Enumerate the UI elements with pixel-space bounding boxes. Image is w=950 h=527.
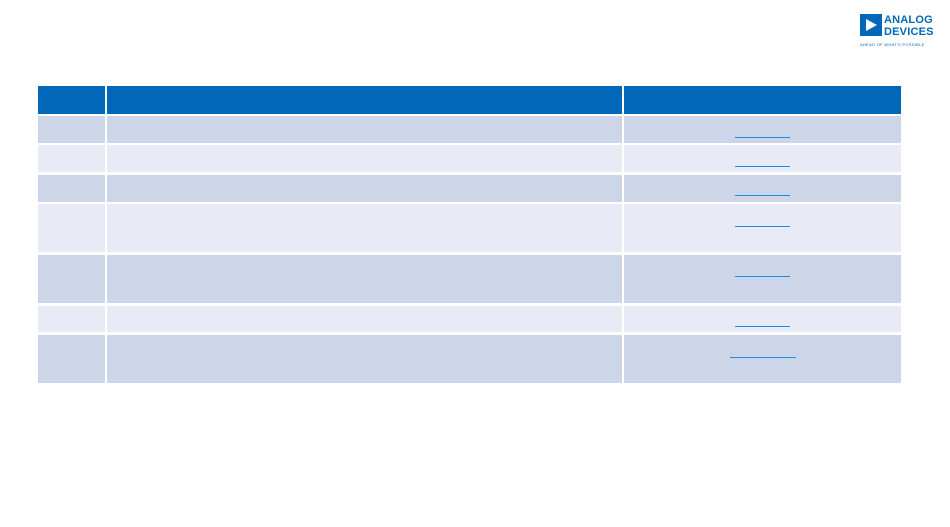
link[interactable] (730, 357, 796, 358)
logo-line: DEVICES (884, 26, 934, 38)
table-cell (107, 204, 622, 252)
table-cell (107, 306, 622, 332)
table-cell (38, 145, 105, 172)
table-cell (624, 175, 901, 202)
table-cell (107, 175, 622, 202)
table-cell (107, 255, 622, 303)
table-cell (624, 306, 901, 332)
link[interactable] (735, 166, 790, 167)
header-cell (38, 86, 105, 114)
table-cell (624, 204, 901, 252)
table-cell (624, 145, 901, 172)
logo-tagline: AHEAD OF WHAT'S POSSIBLE (860, 42, 925, 47)
link[interactable] (735, 195, 790, 196)
link[interactable] (735, 226, 790, 227)
table-cell (107, 145, 622, 172)
table-cell (624, 255, 901, 303)
table-cell (38, 204, 105, 252)
link[interactable] (735, 326, 790, 327)
table-cell (107, 116, 622, 143)
table-cell (624, 116, 901, 143)
logo-mark (860, 14, 882, 36)
table-cell (107, 335, 622, 383)
link[interactable] (735, 137, 790, 138)
header-cell (107, 86, 622, 114)
table-cell (38, 306, 105, 332)
link[interactable] (735, 276, 790, 277)
table-cell (38, 335, 105, 383)
table-cell (624, 335, 901, 383)
table-cell (38, 116, 105, 143)
table-cell (38, 175, 105, 202)
header-cell (624, 86, 901, 114)
table-cell (38, 255, 105, 303)
logo-line: ANALOG (884, 14, 933, 26)
